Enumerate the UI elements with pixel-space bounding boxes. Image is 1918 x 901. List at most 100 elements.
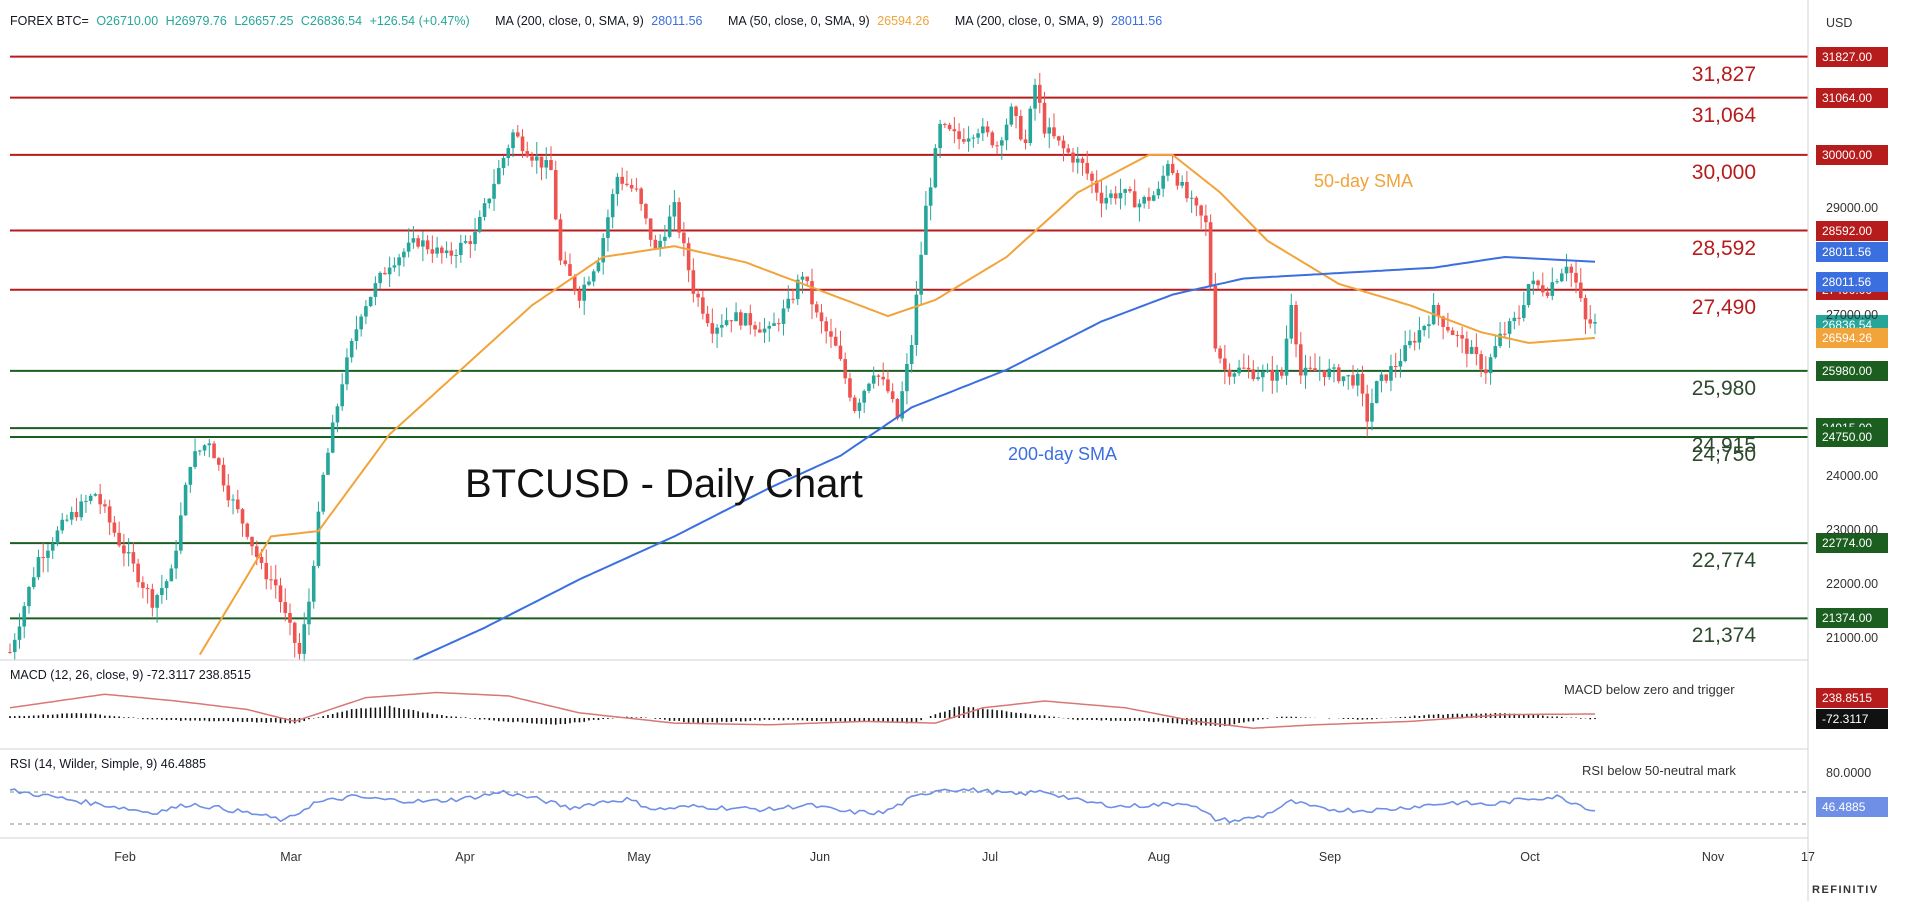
candle-body-161 [772, 323, 776, 326]
candle-8 [46, 543, 50, 573]
candle-body-99 [478, 216, 482, 232]
candle-body-124 [596, 262, 601, 272]
candle-111 [534, 142, 539, 174]
candle-253 [1208, 214, 1213, 290]
candle-body-277 [1322, 370, 1327, 378]
candle-body-139 [667, 216, 672, 237]
candle-body-175 [838, 345, 843, 360]
candle-140 [672, 190, 677, 231]
candle-43 [212, 440, 216, 459]
candle-196 [938, 119, 942, 159]
candle-106 [511, 129, 515, 157]
candle-320 [1526, 283, 1531, 308]
candle-203 [971, 134, 976, 148]
candle-body-224 [1071, 152, 1075, 163]
candle-307 [1465, 331, 1469, 368]
candle-67 [326, 447, 330, 476]
candle-172 [824, 316, 829, 344]
candle-151 [724, 307, 729, 327]
candle-body-230 [1099, 192, 1104, 204]
candle-body-257 [1227, 369, 1232, 377]
candle-body-235 [1123, 189, 1127, 193]
candle-293 [1398, 348, 1403, 378]
candle-29 [145, 583, 150, 604]
candle-body-307 [1465, 338, 1469, 354]
candle-73 [354, 315, 359, 350]
candle-162 [776, 318, 781, 332]
candle-166 [795, 274, 800, 305]
candle-313 [1493, 335, 1498, 359]
candle-body-103 [496, 168, 501, 184]
candle-129 [620, 167, 624, 191]
candle-13 [69, 506, 74, 525]
ma2-label: MA (50, close, 0, SMA, 9) [727, 14, 870, 28]
candle-273 [1303, 354, 1308, 389]
moving-averages [198, 153, 1596, 661]
candle-68 [330, 414, 335, 454]
candle-309 [1474, 333, 1479, 366]
candle-144 [691, 258, 696, 303]
candle-body-129 [620, 176, 624, 184]
candle-body-267 [1275, 370, 1279, 381]
refinitiv-logo: REFINITIV [1812, 884, 1879, 896]
candle-body-87 [421, 240, 425, 247]
price-tag-sma200-dup: 28011.56 [1816, 271, 1888, 292]
candle-body-197 [943, 123, 947, 125]
candle-body-228 [1090, 173, 1094, 181]
candle-body-239 [1142, 196, 1146, 204]
candle-94 [454, 249, 458, 269]
candle-297 [1417, 316, 1422, 350]
candle-60 [292, 621, 297, 658]
candle-body-128 [615, 176, 620, 195]
candle-body-5 [31, 577, 36, 588]
candle-290 [1384, 374, 1388, 384]
candle-296 [1412, 332, 1417, 351]
candle-body-88 [425, 240, 430, 250]
candle-body-204 [976, 133, 980, 138]
candle-body-159 [762, 328, 767, 333]
candle-180 [862, 389, 866, 414]
candle-body-114 [549, 160, 553, 170]
candle-body-174 [833, 336, 838, 346]
candle-body-40 [198, 450, 202, 452]
candle-body-141 [677, 202, 681, 233]
candle-body-283 [1351, 375, 1355, 386]
candle-body-84 [406, 242, 411, 252]
candle-body-34 [169, 568, 174, 582]
candle-body-151 [724, 320, 729, 326]
candle-body-47 [231, 499, 235, 501]
candle-271 [1294, 301, 1298, 358]
candle-119 [572, 274, 577, 295]
candle-30 [150, 583, 155, 617]
candle-41 [202, 444, 207, 456]
candle-body-193 [924, 205, 928, 255]
candle-98 [473, 218, 477, 251]
candle-248 [1185, 171, 1189, 203]
candle-body-265 [1265, 369, 1270, 372]
candle-202 [966, 126, 971, 152]
candle-body-148 [710, 323, 715, 334]
candle-327 [1559, 268, 1564, 283]
candle-11 [60, 513, 65, 534]
candle-266 [1270, 356, 1275, 394]
candle-body-67 [326, 452, 330, 475]
candle-221 [1056, 135, 1061, 146]
level-label-1: 31,064 [1691, 103, 1756, 127]
candle-26 [131, 542, 136, 572]
candle-body-244 [1166, 163, 1170, 176]
candle-body-71 [345, 357, 349, 385]
candle-289 [1379, 370, 1384, 393]
candle-176 [843, 352, 848, 384]
candle-body-56 [273, 579, 278, 586]
rsi-line [9, 787, 1596, 824]
candle-body-250 [1194, 197, 1199, 206]
candle-body-268 [1279, 370, 1284, 376]
candle-14 [74, 498, 79, 521]
rsi-level-tick: 80.0000 [1826, 766, 1872, 780]
candle-body-108 [520, 136, 525, 152]
macd-legend: MACD (12, 26, close, 9) -72.3117 238.851… [10, 668, 251, 682]
ma1-label: MA (200, close, 0, SMA, 9) [495, 14, 644, 28]
candle-body-315 [1503, 333, 1507, 335]
candle-body-214 [1023, 139, 1028, 143]
